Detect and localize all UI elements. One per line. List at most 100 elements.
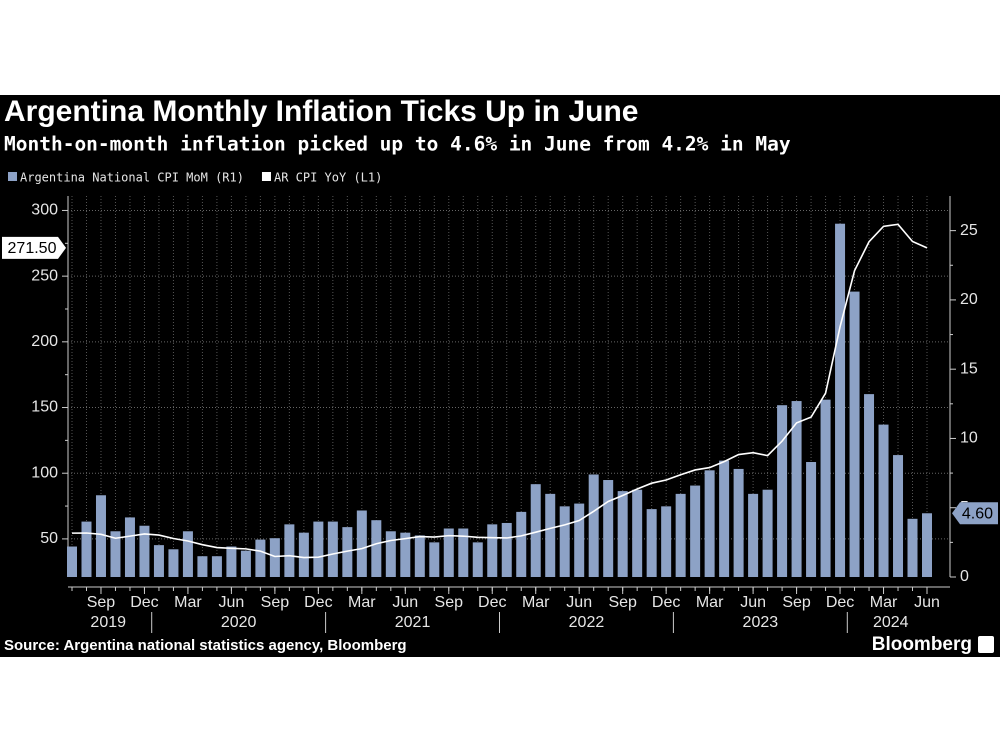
bar <box>516 511 527 577</box>
x-tick-label: Sep <box>608 594 637 611</box>
bar <box>429 542 440 577</box>
y2-tick-label: 10 <box>960 430 978 447</box>
x-tick-label: Sep <box>435 594 464 611</box>
x-year-label: 2020 <box>221 614 257 631</box>
x-tick-label: Mar <box>870 594 898 611</box>
y-tick-label: 300 <box>31 202 58 219</box>
x-year-label: 2022 <box>569 614 605 631</box>
bar <box>226 546 237 577</box>
x-tick-label: Sep <box>782 594 811 611</box>
bar <box>327 521 338 577</box>
last-value-tag <box>2 236 66 259</box>
bar <box>443 528 454 577</box>
x-tick-label: Jun <box>392 594 418 611</box>
y-tick-label: 150 <box>31 399 58 416</box>
bar <box>545 493 556 577</box>
x-year-label: 2024 <box>873 614 909 631</box>
bar <box>487 524 498 577</box>
legend-swatch <box>261 172 271 181</box>
bar <box>269 538 280 577</box>
bar <box>603 480 614 577</box>
bar <box>864 394 875 577</box>
y-tick-label: 100 <box>31 464 58 481</box>
bar <box>748 493 759 577</box>
x-tick-label: Dec <box>652 594 680 611</box>
bar <box>530 484 541 577</box>
x-year-label: 2019 <box>90 614 126 631</box>
legend-label: AR CPI YoY (L1) <box>274 171 382 185</box>
bar <box>791 401 802 577</box>
last-value-label: 4.60 <box>962 505 993 522</box>
bar <box>313 521 324 577</box>
bar <box>820 399 831 577</box>
x-year-label: 2023 <box>743 614 779 631</box>
bar <box>559 506 570 577</box>
chart-panel <box>0 95 1000 657</box>
y2-tick-label: 20 <box>960 291 978 308</box>
bar <box>371 520 382 577</box>
bar <box>762 489 773 577</box>
bar <box>356 510 367 577</box>
x-tick-label: Sep <box>87 594 116 611</box>
bar <box>588 474 599 577</box>
bar <box>878 424 889 577</box>
bar <box>922 513 932 577</box>
bar <box>168 549 179 577</box>
bar <box>675 493 686 577</box>
chart-subtitle: Month-on-month inflation picked up to 4.… <box>4 133 791 156</box>
bar <box>139 525 150 577</box>
brand-icon <box>978 636 994 653</box>
x-tick-label: Dec <box>304 594 332 611</box>
y-tick-label: 200 <box>31 333 58 350</box>
bar <box>95 495 106 577</box>
line <box>71 223 928 559</box>
bar <box>81 521 92 577</box>
last-value-label: 271.50 <box>8 240 57 257</box>
bar <box>110 531 121 577</box>
bar <box>501 522 512 577</box>
x-tick-label: Dec <box>826 594 854 611</box>
bar <box>777 405 788 577</box>
y2-tick-label: 15 <box>960 360 978 377</box>
legend-swatch <box>8 172 17 181</box>
bar <box>284 524 295 577</box>
bar <box>646 509 657 577</box>
x-tick-label: Jun <box>566 594 592 611</box>
bar <box>849 291 860 577</box>
bar <box>211 556 222 577</box>
bar <box>690 485 701 577</box>
bar <box>342 527 353 577</box>
bar <box>893 455 904 577</box>
bar <box>458 528 469 577</box>
legend-label: Argentina National CPI MoM (R1) <box>20 171 244 185</box>
bar <box>719 460 730 577</box>
bar <box>704 470 715 577</box>
bar <box>67 546 77 577</box>
x-tick-label: Dec <box>478 594 506 611</box>
bar <box>385 531 396 577</box>
x-tick-label: Mar <box>696 594 724 611</box>
bar <box>733 468 744 577</box>
chart-title: Argentina Monthly Inflation Ticks Up in … <box>4 95 638 128</box>
x-tick-label: Sep <box>261 594 290 611</box>
bar <box>632 489 643 577</box>
bar <box>574 503 585 577</box>
bar <box>472 542 483 577</box>
x-tick-label: Jun <box>219 594 245 611</box>
bar <box>617 491 628 577</box>
bar <box>197 556 208 577</box>
bar <box>182 531 193 577</box>
bar <box>661 506 672 577</box>
y2-tick-label: 0 <box>960 568 969 585</box>
x-tick-label: Jun <box>914 594 940 611</box>
bar <box>240 550 251 577</box>
x-tick-label: Mar <box>174 594 202 611</box>
bar <box>806 462 817 577</box>
bar <box>153 545 164 577</box>
y-tick-label: 250 <box>31 267 58 284</box>
bar <box>907 518 918 577</box>
bar <box>835 223 846 577</box>
bar <box>400 532 411 577</box>
x-tick-label: Mar <box>522 594 550 611</box>
bar <box>298 532 309 577</box>
